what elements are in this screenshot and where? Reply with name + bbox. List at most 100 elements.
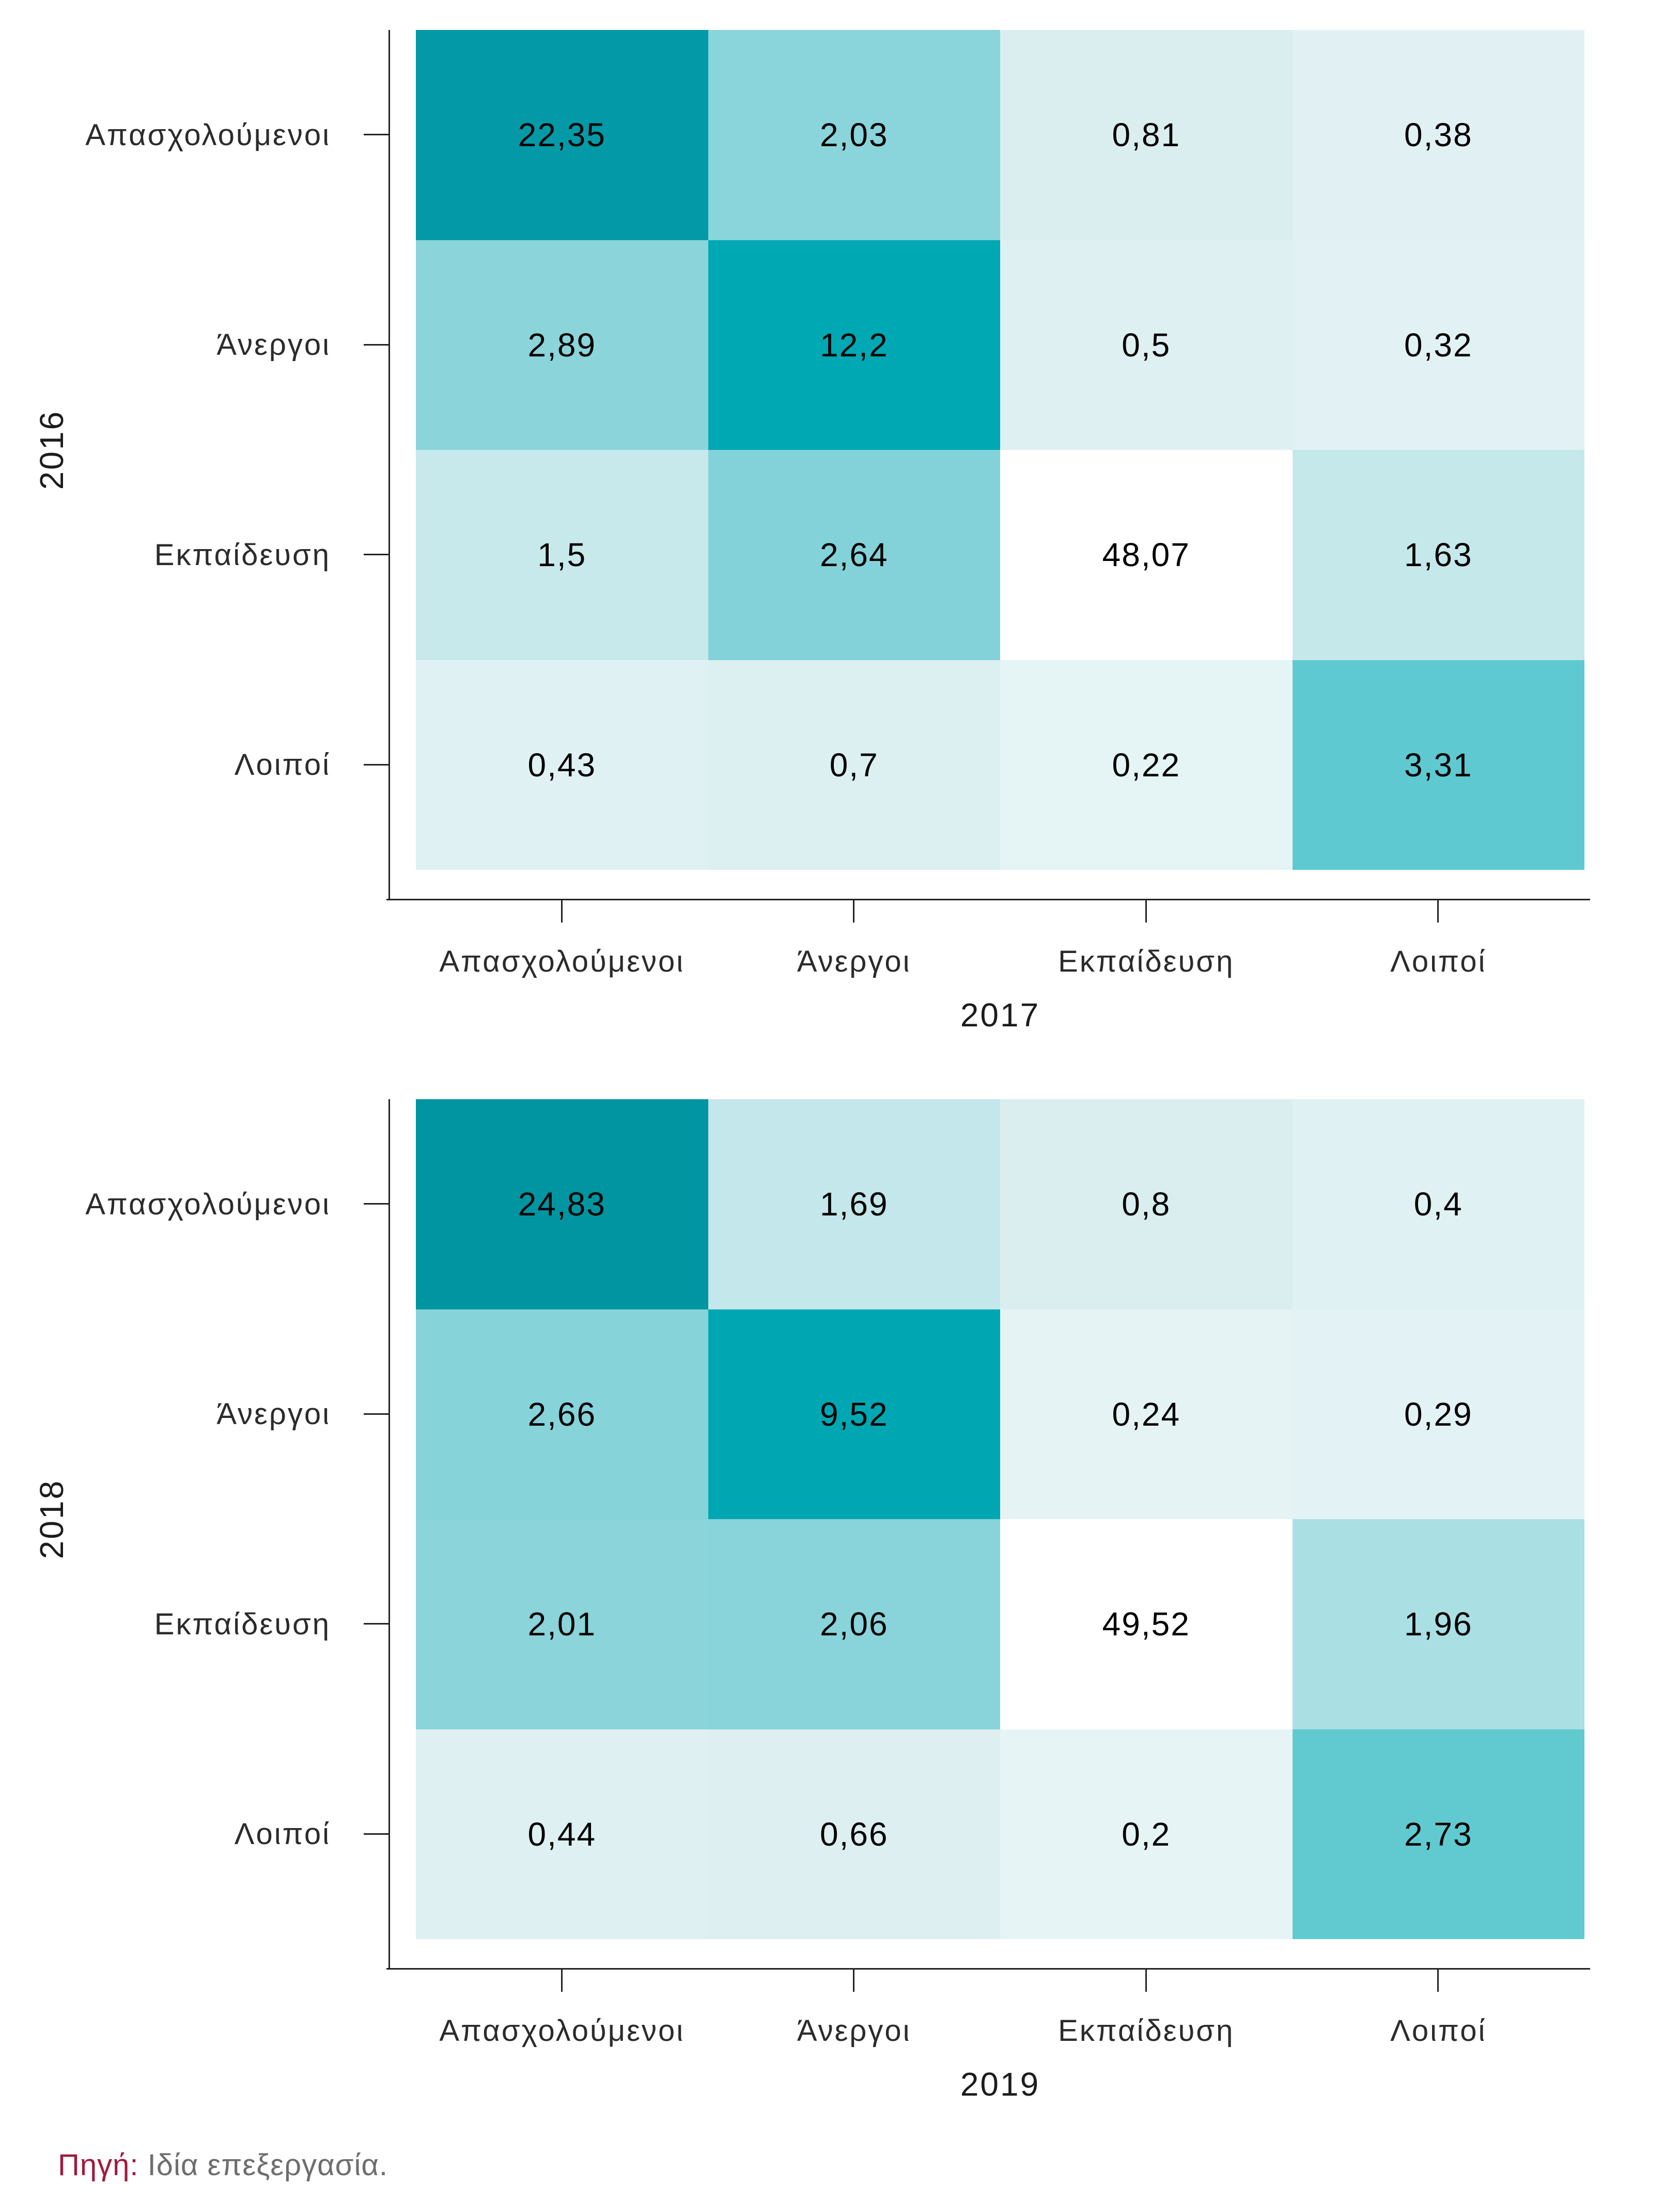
x-tick-mark — [853, 1968, 855, 1992]
y-tick-label: Λοιποί — [234, 1817, 331, 1851]
heatmap-cell-value: 12,2 — [819, 326, 889, 364]
heatmap-cell: 0,4 — [1292, 1099, 1584, 1309]
y-tick-row: Άνεργοι — [0, 1309, 388, 1520]
x-tick-label: Λοιποί — [1390, 945, 1487, 978]
heatmap-cell-value: 0,43 — [527, 746, 597, 784]
heatmap-cell-value: 0,8 — [1122, 1185, 1171, 1223]
y-tick-label: Απασχολούμενοι — [85, 118, 331, 152]
heatmap-grid: 22,35 2,03 0,81 0,38 2,89 12,2 0,5 0,32 1,5 2,64 4… — [416, 30, 1584, 870]
y-tick-mark — [364, 1413, 388, 1415]
heatmap-cell: 2,03 — [708, 30, 1000, 240]
heatmap-cell: 9,52 — [708, 1309, 1000, 1519]
heatmap-cell-value: 2,03 — [819, 116, 889, 154]
heatmap-cell-value: 0,44 — [527, 1815, 597, 1853]
y-tick-row: Απασχολούμενοι — [0, 30, 388, 240]
heatmap-cell: 1,96 — [1292, 1519, 1584, 1729]
heatmap-cell: 0,29 — [1292, 1309, 1584, 1519]
y-tick-mark — [364, 554, 388, 556]
heatmap-cell: 1,5 — [416, 450, 708, 660]
y-tick-row: Λοιποί — [0, 1729, 388, 1940]
heatmap-cell: 0,5 — [1000, 240, 1293, 450]
heatmap-cell: 1,69 — [708, 1099, 1000, 1309]
y-tick-row: Απασχολούμενοι — [0, 1099, 388, 1309]
heatmap-cell: 0,24 — [1000, 1309, 1293, 1519]
heatmap-cell-value: 2,64 — [819, 536, 889, 574]
heatmap-grid: 24,83 1,69 0,8 0,4 2,66 9,52 0,24 0,29 2,01 2,06 4… — [416, 1099, 1584, 1939]
x-axis-labels: Απασχολούμενοι Άνεργοι Εκπαίδευση Λοιποί — [416, 899, 1584, 1002]
x-tick-mark — [853, 899, 855, 923]
heatmap-cell-value: 49,52 — [1102, 1605, 1190, 1643]
x-axis-title: 2019 — [960, 2066, 1040, 2103]
x-axis-title: 2017 — [960, 996, 1040, 1034]
x-tick-mark — [561, 1968, 563, 1992]
heatmap-cell-value: 2,73 — [1404, 1815, 1473, 1853]
heatmap-cell-value: 1,5 — [537, 536, 587, 574]
y-tick-label: Εκπαίδευση — [154, 1607, 331, 1641]
x-tick-mark — [561, 899, 563, 923]
source-note-prefix: Πηγή: — [58, 2148, 139, 2182]
x-tick-label: Απασχολούμενοι — [439, 945, 685, 978]
y-tick-mark — [364, 344, 388, 346]
y-tick-label: Λοιποί — [234, 748, 331, 782]
y-axis-line — [388, 30, 390, 900]
heatmap-cell-value: 2,06 — [819, 1605, 889, 1643]
x-tick-label: Εκπαίδευση — [1058, 945, 1235, 978]
x-tick-col: Άνεργοι — [708, 899, 1001, 1002]
heatmap-cell: 48,07 — [1000, 450, 1293, 660]
heatmap-cell: 2,89 — [416, 240, 708, 450]
y-tick-mark — [364, 763, 388, 766]
heatmap-cell: 0,7 — [708, 660, 1000, 870]
heatmap-figure-2016-2017: 2016 Απασχολούμενοι Άνεργοι Εκπαίδευση Λοιπ… — [0, 0, 1680, 1069]
x-tick-mark — [1437, 899, 1439, 923]
x-tick-mark — [1145, 899, 1147, 923]
heatmap-cell-value: 2,66 — [527, 1395, 597, 1433]
x-tick-col: Απασχολούμενοι — [416, 899, 708, 1002]
x-axis-labels: Απασχολούμενοι Άνεργοι Εκπαίδευση Λοιποί — [416, 1968, 1584, 2071]
heatmap-cell-value: 0,24 — [1112, 1395, 1181, 1433]
x-tick-col: Απασχολούμενοι — [416, 1968, 708, 2071]
y-tick-row: Εκπαίδευση — [0, 450, 388, 660]
source-note: Πηγή: Ιδία επεξεργασία. — [58, 2148, 388, 2182]
heatmap-cell-value: 0,2 — [1122, 1815, 1171, 1853]
x-tick-label: Άνεργοι — [797, 945, 911, 978]
heatmap-cell: 0,66 — [708, 1729, 1000, 1939]
heatmap-cell: 22,35 — [416, 30, 708, 240]
heatmap-cell-value: 1,63 — [1404, 536, 1473, 574]
y-tick-label: Απασχολούμενοι — [85, 1187, 331, 1221]
x-tick-mark — [1437, 1968, 1439, 1992]
x-tick-col: Άνεργοι — [708, 1968, 1001, 2071]
heatmap-cell-value: 1,96 — [1404, 1605, 1473, 1643]
y-tick-mark — [364, 1203, 388, 1205]
heatmap-cell: 0,43 — [416, 660, 708, 870]
heatmap-cell: 1,63 — [1292, 450, 1584, 660]
x-tick-label: Άνεργοι — [797, 2014, 911, 2048]
heatmap-cell: 49,52 — [1000, 1519, 1293, 1729]
heatmap-cell: 2,73 — [1292, 1729, 1584, 1939]
heatmap-cell: 2,06 — [708, 1519, 1000, 1729]
heatmap-cell-value: 3,31 — [1404, 746, 1473, 784]
heatmap-cell: 2,64 — [708, 450, 1000, 660]
x-tick-col: Εκπαίδευση — [1000, 899, 1293, 1002]
y-tick-row: Άνεργοι — [0, 240, 388, 450]
heatmap-cell-value: 0,81 — [1112, 116, 1181, 154]
heatmap-cell: 3,31 — [1292, 660, 1584, 870]
heatmap-cell-value: 9,52 — [819, 1395, 889, 1433]
y-tick-label: Άνεργοι — [216, 1397, 331, 1431]
heatmap-cell-value: 0,38 — [1404, 116, 1473, 154]
x-axis-line — [386, 1968, 1590, 1970]
y-tick-mark — [364, 1623, 388, 1625]
y-axis-labels: Απασχολούμενοι Άνεργοι Εκπαίδευση Λοιποί — [0, 1099, 388, 1939]
heatmap-figure-2018-2019: 2018 Απασχολούμενοι Άνεργοι Εκπαίδευση Λοιπ… — [0, 1069, 1680, 2138]
y-tick-mark — [364, 134, 388, 136]
heatmap-cell: 0,44 — [416, 1729, 708, 1939]
source-note-text: Ιδία επεξεργασία. — [138, 2148, 388, 2182]
x-axis-line — [386, 899, 1590, 900]
x-tick-col: Λοιποί — [1293, 899, 1585, 1002]
heatmap-cell-value: 0,32 — [1404, 326, 1473, 364]
x-tick-col: Εκπαίδευση — [1000, 1968, 1293, 2071]
x-tick-col: Λοιποί — [1293, 1968, 1585, 2071]
x-tick-mark — [1145, 1968, 1147, 1992]
heatmap-cell-value: 2,89 — [527, 326, 597, 364]
x-tick-label: Λοιποί — [1390, 2014, 1487, 2048]
y-axis-line — [388, 1099, 390, 1970]
